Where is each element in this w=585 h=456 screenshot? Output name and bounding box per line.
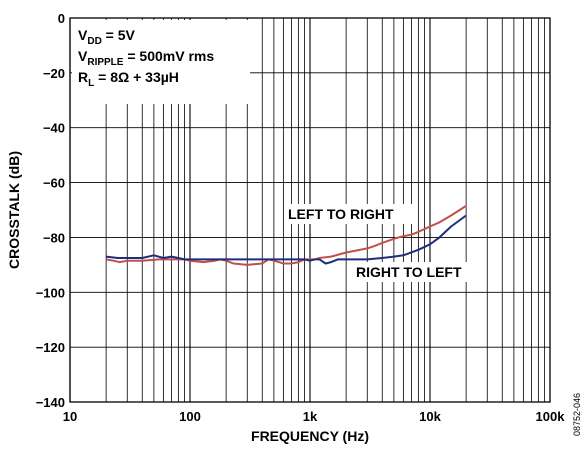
x-tick-label: 10k [419,409,441,424]
y-tick-label: −140 [36,395,65,410]
left-to-right-label-bg [286,204,414,224]
series-layer [105,205,467,266]
y-tick-labels: 0 −20 −40 −60 −80 −100 −120 −140 [36,11,65,410]
series-label-right-to-left: RIGHT TO LEFT [356,264,462,280]
condition-vdd: VDD = 5V [78,27,136,47]
y-tick-label: 0 [58,11,65,26]
figure-id: 08752-046 [572,393,582,436]
y-tick-label: −100 [36,285,65,300]
series-line-right-to-left [105,214,467,265]
y-tick-label: −60 [43,176,65,191]
x-tick-label: 100k [536,409,566,424]
condition-rl: RL = 8Ω + 33µH [78,69,179,89]
y-tick-label: −20 [43,66,65,81]
x-tick-label: 100 [179,409,201,424]
y-tick-label: −120 [36,340,65,355]
conditions-box [72,20,250,104]
x-tick-labels: 10 100 1k 10k 100k [63,409,565,424]
x-axis-title: FREQUENCY (Hz) [251,428,369,444]
right-to-left-label-bg [353,262,481,282]
plot-frame [69,17,551,403]
y-tick-label: −40 [43,121,65,136]
condition-vripple: VRIPPLE = 500mV rms [78,48,214,68]
x-tick-label: 10 [63,409,77,424]
series-label-left-to-right: LEFT TO RIGHT [288,206,394,222]
y-axis-title: CROSSTALK (dB) [6,151,22,269]
x-tick-label: 1k [303,409,318,424]
series-line-left-to-right [105,205,467,266]
y-tick-label: −80 [43,230,65,245]
